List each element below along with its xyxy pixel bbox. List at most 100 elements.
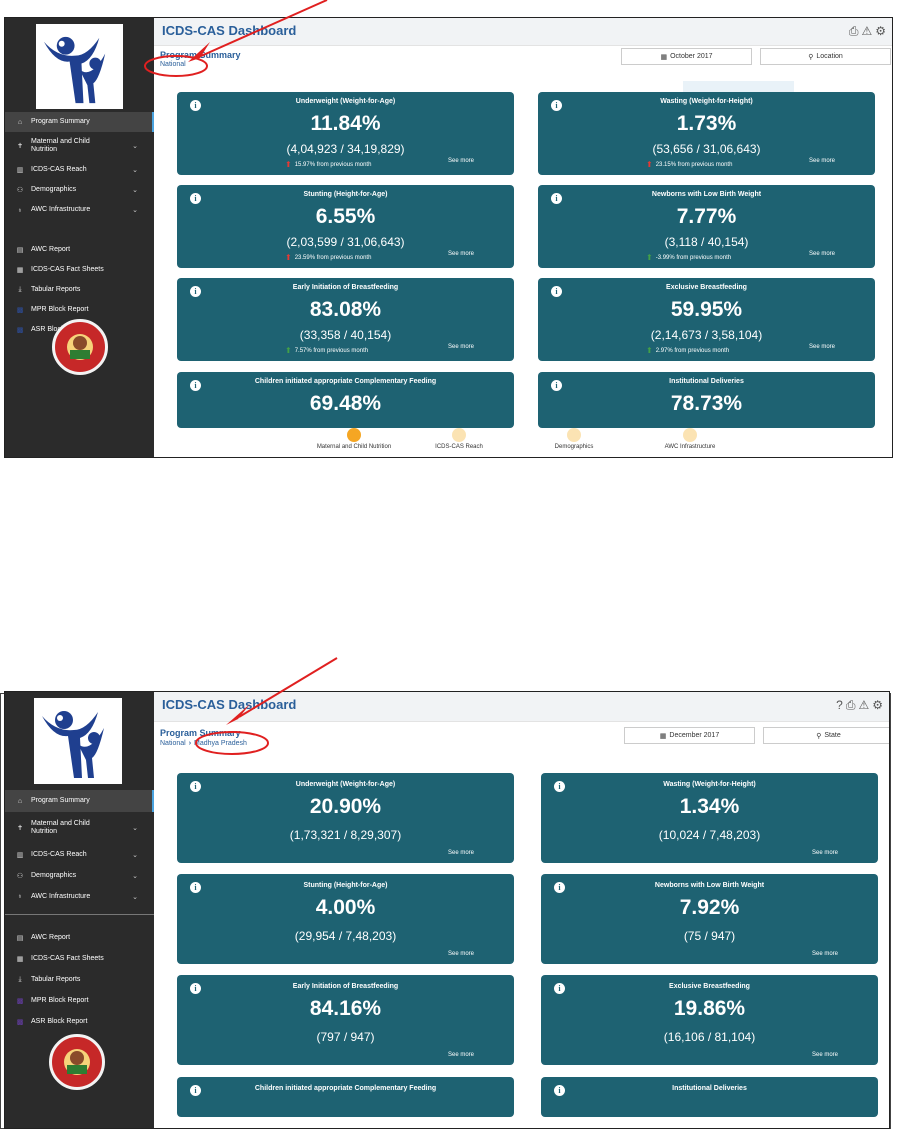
sidebar-item-asr-block-report[interactable]: ▩ASR Block Report bbox=[16, 1017, 88, 1026]
step-awc-infrastructure[interactable]: AWC Infrastructure bbox=[640, 428, 740, 450]
metric-card[interactable]: i Stunting (Height-for-Age) 6.55% (2,03,599… bbox=[177, 185, 514, 268]
bulb-icon: ♁ bbox=[17, 206, 23, 214]
sidebar-item-demographics[interactable]: ⚇ Demographics ⌄ bbox=[16, 186, 138, 194]
see-more-link[interactable]: See more bbox=[447, 251, 474, 257]
sidebar-item-icds-cas-reach[interactable]: ▥ ICDS-CAS Reach ⌄ bbox=[16, 850, 138, 859]
location-button[interactable]: ⚲ Location bbox=[760, 48, 891, 65]
see-more-link[interactable]: See more bbox=[811, 951, 838, 957]
metric-card[interactable]: i Children initiated appropriate Compleme… bbox=[177, 1077, 514, 1117]
metric-card[interactable]: i Early Initiation of Breastfeeding 84.16%… bbox=[177, 975, 514, 1065]
metric-card[interactable]: i Underweight (Weight-for-Age) 11.84% (4,04… bbox=[177, 92, 514, 175]
see-more-link[interactable]: See more bbox=[808, 251, 835, 257]
trend-text: 7.57% from previous month bbox=[294, 347, 369, 354]
info-icon[interactable]: i bbox=[190, 1085, 201, 1096]
see-more-link[interactable]: See more bbox=[808, 158, 835, 164]
sidebar-item-fact-sheets[interactable]: ▦ ICDS-CAS Fact Sheets bbox=[16, 954, 104, 963]
map-marker-icon: ⚲ bbox=[816, 732, 822, 740]
help-icon[interactable]: ? bbox=[836, 698, 843, 712]
card-fraction: (75 / 947) bbox=[683, 929, 736, 943]
warning-icon[interactable]: ⚠ bbox=[861, 24, 873, 38]
info-icon[interactable]: i bbox=[551, 100, 562, 111]
metric-card[interactable]: i Newborns with Low Birth Weight 7.92% (75 … bbox=[541, 874, 878, 964]
sidebar-item-demographics[interactable]: ⚇ Demographics ⌄ bbox=[16, 871, 138, 880]
breadcrumb-national[interactable]: National bbox=[160, 61, 186, 68]
sidebar-item-program-summary[interactable]: ⌂ Program Summary bbox=[5, 112, 154, 132]
card-value: 20.90% bbox=[309, 795, 382, 818]
location-button[interactable]: ⚲ State bbox=[763, 727, 889, 744]
see-more-link[interactable]: See more bbox=[811, 1052, 838, 1058]
breadcrumb-national[interactable]: National bbox=[160, 740, 186, 747]
month-picker-button[interactable]: ▦ October 2017 bbox=[621, 48, 752, 65]
sidebar-item-program-summary[interactable]: ⌂ Program Summary bbox=[5, 790, 154, 812]
card-title: Underweight (Weight-for-Age) bbox=[295, 98, 396, 105]
page-title: Program Summary bbox=[160, 728, 241, 738]
metric-card[interactable]: i Institutional Deliveries 78.73% bbox=[538, 372, 875, 428]
info-icon[interactable]: i bbox=[190, 100, 201, 111]
print-icon[interactable]: ⎙ bbox=[848, 24, 859, 38]
breadcrumb-state[interactable]: Madhya Pradesh bbox=[194, 740, 247, 747]
see-more-link[interactable]: See more bbox=[447, 850, 474, 856]
metric-card[interactable]: i Exclusive Breastfeeding 59.95% (2,14,673 … bbox=[538, 278, 875, 361]
sidebar-item-awc-infrastructure[interactable]: ♁ AWC Infrastructure ⌄ bbox=[5, 200, 154, 220]
beti-bachao-badge bbox=[52, 319, 108, 375]
sidebar-item-fact-sheets[interactable]: ▦ ICDS-CAS Fact Sheets bbox=[16, 266, 104, 274]
info-icon[interactable]: i bbox=[554, 983, 565, 994]
info-icon[interactable]: i bbox=[554, 781, 565, 792]
info-icon[interactable]: i bbox=[190, 983, 201, 994]
trend-indicator: ⬆ 15.97% from previous month bbox=[285, 160, 371, 169]
step-maternal-child-nutrition[interactable]: Maternal and Child Nutrition bbox=[304, 428, 404, 450]
metric-card[interactable]: i Underweight (Weight-for-Age) 20.90% (1,73… bbox=[177, 773, 514, 863]
warning-icon[interactable]: ⚠ bbox=[858, 698, 870, 712]
print-icon[interactable]: ⎙ bbox=[845, 698, 856, 712]
sidebar-item-tabular-reports[interactable]: ⤓ Tabular Reports bbox=[5, 969, 154, 990]
card-title: Early Initiation of Breastfeeding bbox=[292, 284, 399, 291]
info-icon[interactable]: i bbox=[551, 286, 562, 297]
icds-logo[interactable] bbox=[34, 698, 122, 784]
gear-icon[interactable]: ⚙ bbox=[872, 698, 883, 712]
info-icon[interactable]: i bbox=[190, 882, 201, 893]
month-picker-button[interactable]: ▦ December 2017 bbox=[624, 727, 755, 744]
card-fraction: (53,656 / 31,06,643) bbox=[652, 142, 761, 156]
info-icon[interactable]: i bbox=[190, 781, 201, 792]
metric-card[interactable]: i Exclusive Breastfeeding 19.86% (16,106 / … bbox=[541, 975, 878, 1065]
home-icon: ⌂ bbox=[17, 797, 23, 805]
metric-card[interactable]: i Stunting (Height-for-Age) 4.00% (29,954 /… bbox=[177, 874, 514, 964]
card-fraction: (2,03,599 / 31,06,643) bbox=[286, 235, 405, 249]
metric-card[interactable]: i Early Initiation of Breastfeeding 83.08%… bbox=[177, 278, 514, 361]
metric-card[interactable]: i Institutional Deliveries bbox=[541, 1077, 878, 1117]
icds-logo[interactable] bbox=[36, 24, 123, 109]
sidebar-item-maternal-child-nutrition[interactable]: ✝ Maternal and Child Nutrition ⌄ bbox=[5, 132, 154, 160]
info-icon[interactable]: i bbox=[190, 193, 201, 204]
chevron-down-icon: ⌄ bbox=[132, 187, 138, 194]
sidebar-item-tabular-reports[interactable]: ⤓ Tabular Reports bbox=[5, 280, 154, 300]
info-icon[interactable]: i bbox=[190, 286, 201, 297]
trend-indicator: ⬆ 23.59% from previous month bbox=[285, 253, 371, 262]
metric-card[interactable]: i Newborns with Low Birth Weight 7.77% (3,1… bbox=[538, 185, 875, 268]
sidebar-item-icds-cas-reach[interactable]: ▥ ICDS-CAS Reach ⌄ bbox=[16, 166, 138, 174]
see-more-link[interactable]: See more bbox=[811, 850, 838, 856]
see-more-link[interactable]: See more bbox=[447, 158, 474, 164]
sidebar-item-awc-report[interactable]: ▤ AWC Report bbox=[16, 246, 71, 254]
see-more-link[interactable]: See more bbox=[447, 1052, 474, 1058]
info-icon[interactable]: i bbox=[190, 380, 201, 391]
info-icon[interactable]: i bbox=[554, 1085, 565, 1096]
sidebar-item-mpr-block-report[interactable]: ▩ MPR Block Report bbox=[16, 306, 89, 314]
metric-card[interactable]: i Wasting (Weight-for-Height) 1.73% (53,656… bbox=[538, 92, 875, 175]
sidebar-item-awc-report[interactable]: ▤ AWC Report bbox=[16, 933, 71, 942]
metric-card[interactable]: i Children initiated appropriate Compleme… bbox=[177, 372, 514, 428]
gear-icon[interactable]: ⚙ bbox=[875, 24, 886, 38]
sidebar-item-mpr-block-report[interactable]: ▩ MPR Block Report bbox=[16, 996, 89, 1005]
see-more-link[interactable]: See more bbox=[447, 951, 474, 957]
info-icon[interactable]: i bbox=[551, 193, 562, 204]
see-more-link[interactable]: See more bbox=[447, 344, 474, 350]
info-icon[interactable]: i bbox=[551, 380, 562, 391]
info-icon[interactable]: i bbox=[554, 882, 565, 893]
step-icds-cas-reach[interactable]: ICDS-CAS Reach bbox=[409, 428, 509, 450]
step-demographics[interactable]: Demographics bbox=[524, 428, 624, 450]
see-more-link[interactable]: See more bbox=[808, 344, 835, 350]
ghost-overlay bbox=[683, 81, 794, 93]
sidebar-item-maternal-child-nutrition[interactable]: ✝ Maternal and Child Nutrition ⌄ bbox=[5, 812, 154, 844]
metric-card[interactable]: i Wasting (Weight-for-Height) 1.34% (10,024… bbox=[541, 773, 878, 863]
card-value: 59.95% bbox=[670, 298, 743, 321]
sidebar-item-awc-infrastructure[interactable]: ♁ AWC Infrastructure ⌄ bbox=[5, 886, 154, 907]
